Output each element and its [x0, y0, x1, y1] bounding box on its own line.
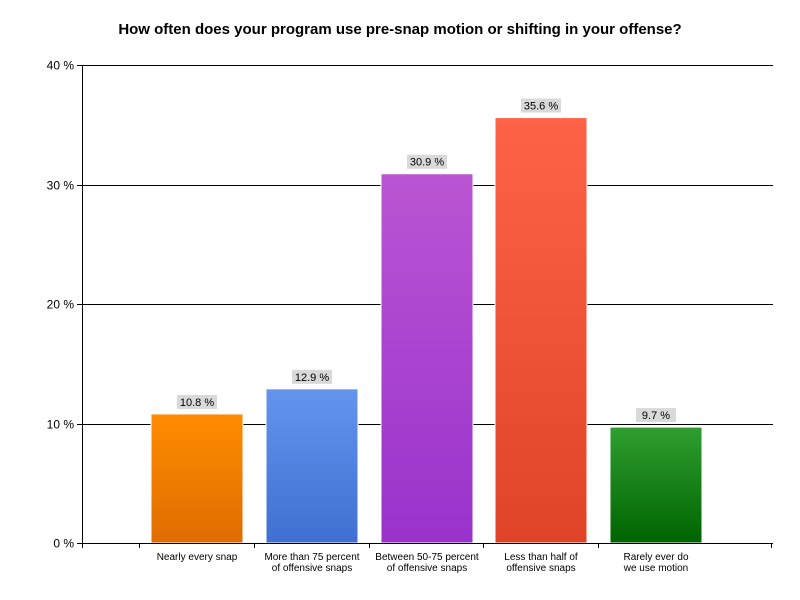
- y-tick-label: 10 %: [47, 418, 75, 432]
- category-label: Rarely ever do: [623, 552, 688, 563]
- y-tick-label: 0 %: [53, 537, 74, 551]
- bar: [609, 426, 703, 544]
- category-label: of offensive snaps: [272, 563, 352, 574]
- category-label: More than 75 percent: [264, 552, 359, 563]
- data-label-bg: [177, 394, 217, 409]
- data-label-bg: [292, 369, 332, 384]
- data-label: 35.6 %: [524, 101, 558, 113]
- data-label: 9.7 %: [642, 410, 670, 422]
- data-label: 12.9 %: [295, 372, 329, 384]
- category-label: Less than half of: [504, 552, 578, 563]
- category-label: Between 50-75 percent: [375, 552, 479, 563]
- y-tick-label: 30 %: [47, 179, 75, 193]
- category-label: Nearly every snap: [157, 552, 238, 563]
- y-tick-label: 20 %: [47, 298, 75, 312]
- data-label-bg: [521, 98, 561, 113]
- bar: [265, 388, 359, 544]
- data-label-bg: [407, 154, 447, 169]
- category-label: of offensive snaps: [387, 563, 467, 574]
- chart-title: How often does your program use pre-snap…: [118, 21, 681, 38]
- y-tick-label: 40 %: [47, 59, 75, 73]
- category-label: we use motion: [623, 563, 688, 574]
- data-label-bg: [636, 408, 676, 423]
- bar: [150, 413, 244, 544]
- bar: [494, 117, 588, 544]
- data-label: 10.8 %: [180, 397, 214, 409]
- category-label: offensive snaps: [506, 563, 575, 574]
- data-label: 30.9 %: [410, 157, 444, 169]
- bar: [380, 173, 474, 544]
